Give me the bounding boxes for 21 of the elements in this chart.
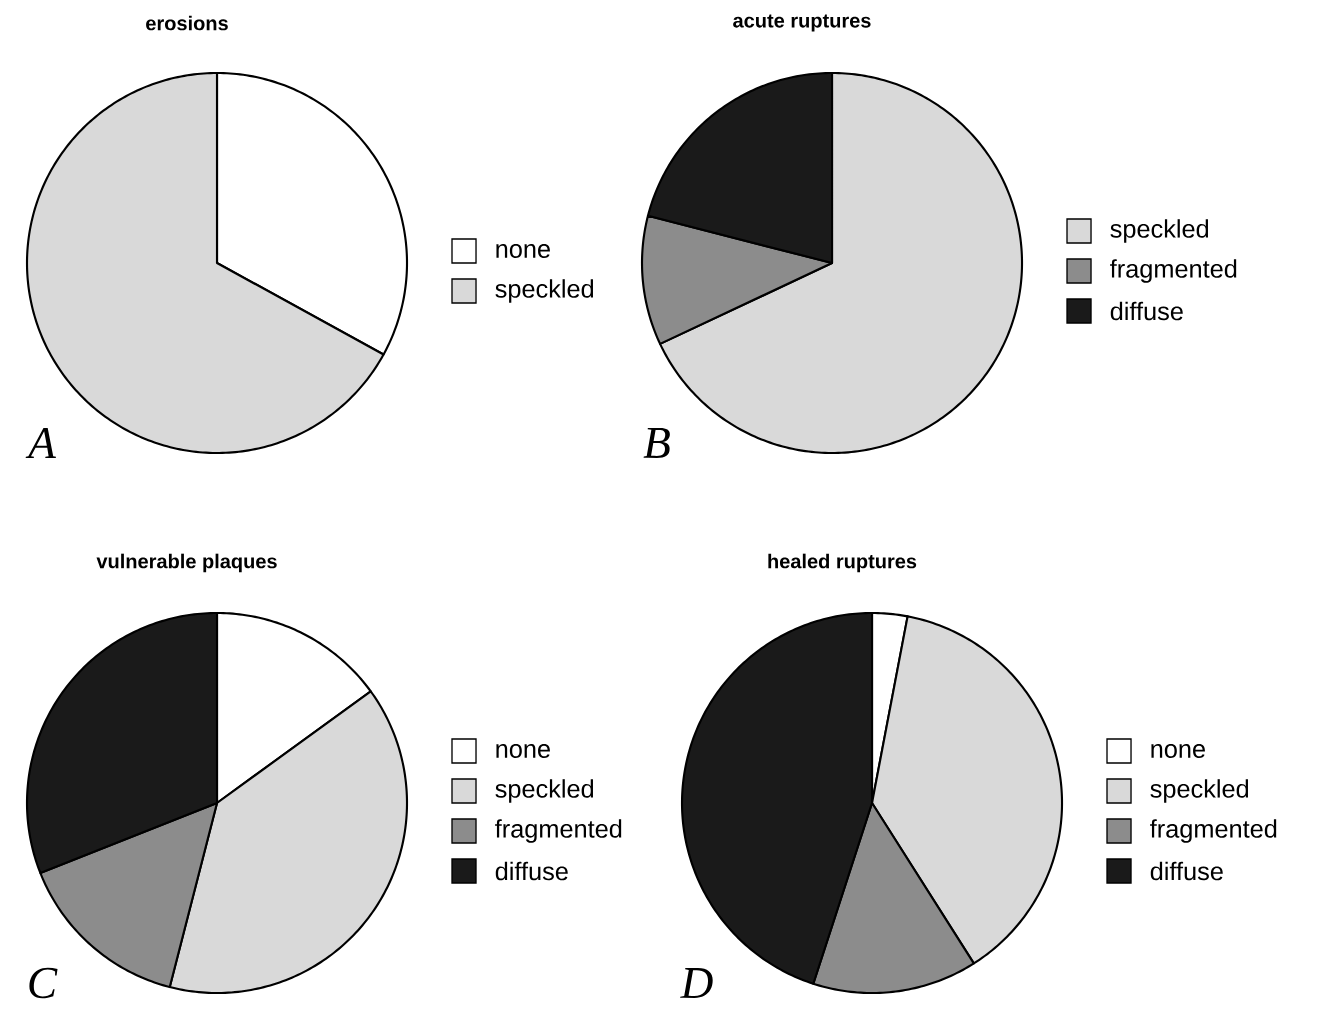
legend-label: fragmented [495,819,622,843]
legend-label: speckled [495,279,594,303]
legend-label: none [496,744,550,758]
legend-label: speckled [1110,219,1209,243]
legend-label: diffuse [1150,861,1223,881]
legend-label: speckled [495,779,594,803]
text: B [643,428,670,458]
text: A [25,428,56,458]
text: C [29,967,58,999]
legend-label: fragmented [1150,819,1277,843]
legend-label: none [1151,744,1205,758]
legend-label: diffuse [1110,301,1183,321]
legend-label: none [496,244,550,258]
chart-title: vulnerable plaques [96,553,277,573]
legend-label: speckled [1150,779,1249,803]
legend-label: diffuse [495,861,568,881]
legend-label: fragmented [1110,259,1237,283]
chart-title: acute ruptures [733,14,871,32]
text: D [680,968,713,998]
chart-title: healed ruptures [768,553,917,573]
chart-title: erosions [146,15,228,31]
